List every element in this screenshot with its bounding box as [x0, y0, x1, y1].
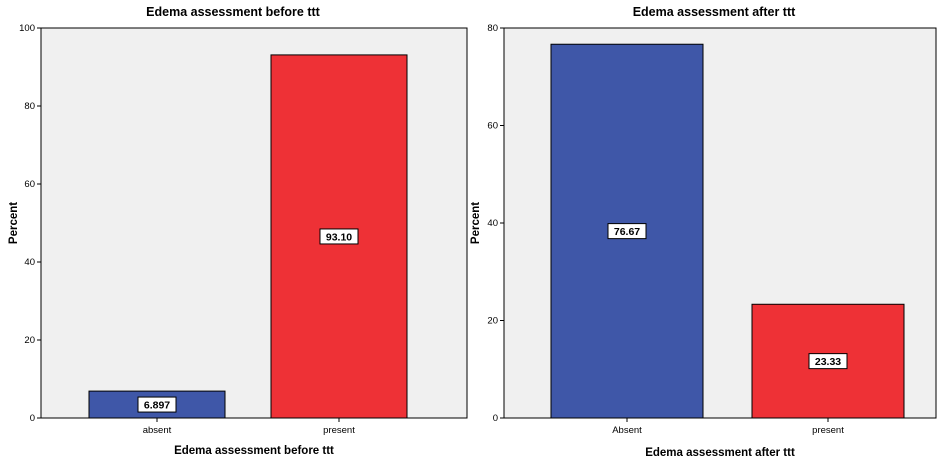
x-axis-label: Edema assessment after ttt — [645, 447, 795, 459]
x-tick-label: present — [323, 425, 355, 436]
y-tick-label: 40 — [24, 257, 35, 268]
y-tick-label: 80 — [487, 23, 498, 34]
chart-title: Edema assessment before ttt — [146, 5, 321, 19]
data-label-box — [137, 396, 177, 413]
data-label-box — [808, 353, 848, 370]
y-tick-label: 80 — [24, 101, 35, 112]
y-tick-label: 60 — [24, 179, 35, 190]
y-tick-label: 40 — [487, 218, 498, 229]
x-tick-label: present — [812, 425, 844, 436]
data-label: 23.33 — [815, 356, 841, 368]
x-axis-label: Edema assessment before ttt — [174, 445, 334, 457]
chart-title: Edema assessment after ttt — [633, 5, 796, 19]
x-tick-label: absent — [143, 425, 172, 436]
chart-panel-1: Edema assessment before ttt 0 20 40 60 80 100 P… — [8, 5, 468, 457]
y-tick-label: 0 — [30, 413, 35, 424]
data-label-box — [607, 223, 647, 240]
data-label: 76.67 — [614, 226, 640, 238]
chart-panel-2: Edema assessment after ttt 0 20 40 60 80 Perce… — [470, 5, 937, 459]
y-tick-label: 100 — [19, 23, 35, 34]
x-tick-label: Absent — [612, 425, 642, 436]
y-tick-label: 20 — [487, 316, 498, 327]
y-tick-label: 0 — [493, 413, 498, 424]
data-label: 6.897 — [144, 400, 170, 412]
data-label-box — [319, 228, 359, 245]
data-label: 93.10 — [326, 231, 352, 243]
y-tick-label: 60 — [487, 121, 498, 132]
y-axis-label: Percent — [8, 202, 20, 244]
y-axis-label: Percent — [470, 202, 482, 244]
y-tick-label: 20 — [24, 335, 35, 346]
